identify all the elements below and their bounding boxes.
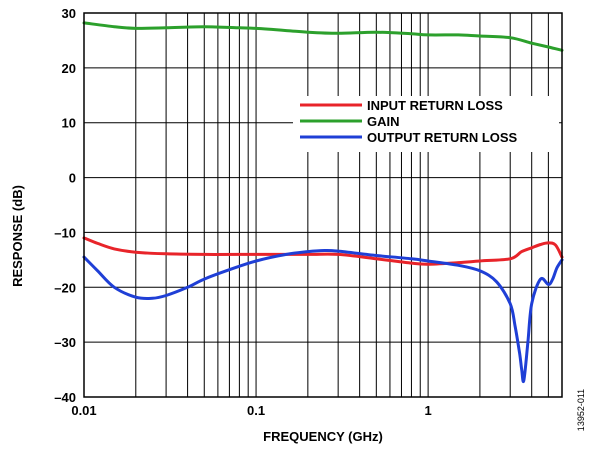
series-line-output-return-loss <box>82 248 564 384</box>
y-tick-label: –30 <box>54 335 76 350</box>
legend-label: INPUT RETURN LOSS <box>367 98 503 113</box>
grid <box>83 12 563 398</box>
plot-frame <box>83 12 563 398</box>
legend-label: GAIN <box>367 114 400 129</box>
x-axis-title: FREQUENCY (GHz) <box>263 429 383 444</box>
y-tick-labels: 30 20 10 0 –10 –20 –30 –40 <box>54 6 76 405</box>
x-tick-label: 0.1 <box>247 403 265 418</box>
figure-id-note: 13952-011 <box>576 389 586 431</box>
y-tick-label: 0 <box>69 171 76 186</box>
series-line-input-return-loss <box>82 236 564 266</box>
series-lines <box>82 21 564 384</box>
y-tick-label: –10 <box>54 225 76 240</box>
x-tick-labels: 0.01 0.1 1 <box>71 403 431 418</box>
x-tick-label: 0.01 <box>71 403 96 418</box>
y-tick-label: 30 <box>62 6 76 21</box>
y-tick-label: 10 <box>62 116 76 131</box>
x-tick-label: 1 <box>424 403 431 418</box>
legend-label: OUTPUT RETURN LOSS <box>367 130 518 145</box>
y-tick-label: 20 <box>62 61 76 76</box>
y-tick-label: –40 <box>54 390 76 405</box>
y-tick-label: –20 <box>54 280 76 295</box>
y-axis-title: RESPONSE (dB) <box>10 185 25 287</box>
series-line-gain <box>82 21 564 52</box>
